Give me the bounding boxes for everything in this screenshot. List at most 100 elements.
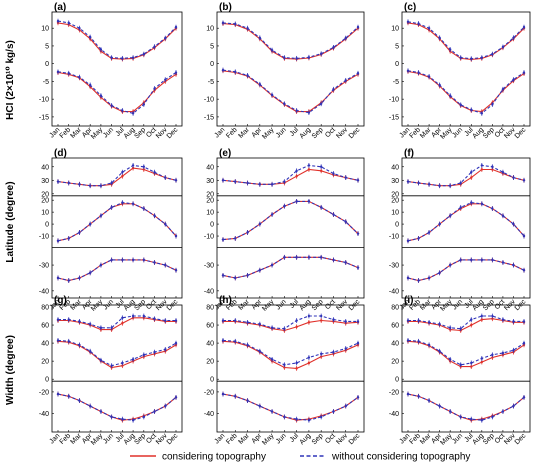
x-tick-label: Oct bbox=[324, 126, 337, 139]
data-point-dashed bbox=[283, 363, 286, 366]
data-point-dashed bbox=[121, 201, 124, 204]
panel-label: (i) bbox=[404, 295, 413, 306]
series-dashed-line bbox=[222, 339, 359, 366]
data-point-dashed bbox=[270, 183, 274, 186]
data-point-dashed bbox=[406, 69, 410, 72]
series-dashed-line bbox=[407, 21, 525, 60]
data-point-dashed bbox=[417, 279, 420, 282]
plot-frame bbox=[51, 11, 183, 127]
series-solid-line bbox=[223, 319, 359, 332]
panel-label: (f) bbox=[404, 148, 414, 159]
data-point-dashed bbox=[319, 314, 323, 318]
plot-frame bbox=[401, 157, 531, 299]
data-point-dashed bbox=[307, 356, 311, 359]
data-point-dashed bbox=[427, 183, 431, 186]
data-point-dashed bbox=[164, 404, 167, 408]
data-point-dashed bbox=[438, 36, 441, 39]
data-point-dashed bbox=[88, 404, 92, 408]
data-point-dashed bbox=[234, 395, 237, 398]
data-point-dashed bbox=[295, 361, 298, 365]
series-solid-line bbox=[407, 393, 525, 421]
data-point-dashed bbox=[270, 93, 274, 97]
data-point-dashed bbox=[67, 395, 70, 398]
series-dashed-line bbox=[57, 202, 177, 242]
series-dashed-line bbox=[407, 259, 525, 282]
x-tick-label: Feb bbox=[225, 432, 239, 446]
data-point-dashed bbox=[142, 207, 146, 210]
y-tick-label: -15 bbox=[389, 114, 399, 121]
data-point-dashed bbox=[459, 103, 462, 107]
data-point-dashed bbox=[121, 109, 124, 112]
y-tick-label: -10 bbox=[204, 97, 214, 104]
x-tick-label: Jan bbox=[213, 126, 226, 139]
data-point-dashed bbox=[88, 222, 92, 226]
data-point-dashed bbox=[470, 258, 473, 262]
data-point-solid bbox=[319, 169, 323, 173]
data-point-dashed bbox=[307, 200, 311, 203]
data-point-dashed bbox=[448, 214, 452, 217]
data-point-dashed bbox=[88, 35, 92, 39]
x-tick-label: Jul bbox=[289, 432, 301, 444]
data-point-dashed bbox=[164, 78, 167, 81]
series-solid-line bbox=[222, 393, 359, 421]
data-point-dashed bbox=[438, 322, 441, 326]
data-point-dashed bbox=[221, 238, 225, 241]
data-point-dashed bbox=[221, 68, 225, 72]
y-tick-label: 0 bbox=[210, 61, 214, 68]
y-tick-label: 20 bbox=[391, 359, 399, 366]
data-point-solid bbox=[121, 175, 124, 178]
data-point-dashed bbox=[448, 358, 452, 361]
y-tick-label: -40 bbox=[204, 411, 214, 418]
series-dashed-line bbox=[407, 164, 525, 187]
y-tick-label: 10 bbox=[391, 26, 399, 33]
data-point-dashed bbox=[501, 261, 505, 264]
x-tick-label: May bbox=[261, 298, 276, 313]
series-solid-line bbox=[407, 203, 525, 242]
data-point-dashed bbox=[406, 20, 410, 24]
data-point-dashed bbox=[283, 204, 286, 208]
y-tick-label: -10 bbox=[39, 97, 49, 104]
series-dashed-line bbox=[407, 202, 525, 242]
plot-frame bbox=[216, 304, 365, 433]
data-point-dashed bbox=[470, 201, 473, 204]
legend: considering topography without consideri… bbox=[130, 452, 470, 463]
y-tick-label: -40 bbox=[389, 411, 399, 418]
data-point-solid bbox=[142, 168, 146, 171]
data-point-dashed bbox=[448, 48, 452, 51]
x-tick-label: Feb bbox=[225, 126, 239, 140]
data-point-dashed bbox=[164, 176, 167, 179]
x-tick-label: Aug bbox=[299, 432, 313, 446]
series-dashed-line bbox=[57, 339, 177, 367]
series-dashed-line bbox=[58, 315, 176, 329]
y-tick-label: 60 bbox=[41, 323, 49, 330]
data-point-solid bbox=[131, 166, 135, 170]
data-point-dashed bbox=[56, 70, 60, 74]
data-point-dashed bbox=[99, 359, 103, 362]
x-tick-label: Jul bbox=[115, 126, 127, 138]
x-tick-label: Jul bbox=[115, 432, 127, 444]
data-point-dashed bbox=[406, 392, 410, 396]
data-point-dashed bbox=[459, 181, 462, 185]
series-solid-line bbox=[222, 256, 359, 279]
data-point-dashed bbox=[174, 319, 178, 322]
data-point-dashed bbox=[295, 169, 298, 173]
x-tick-label: Nov bbox=[335, 126, 349, 140]
panel-label: (d) bbox=[54, 148, 67, 159]
data-point-dashed bbox=[110, 326, 113, 329]
data-point-dashed bbox=[221, 392, 225, 396]
data-point-dashed bbox=[221, 339, 225, 342]
data-point-dashed bbox=[427, 231, 431, 234]
panel-label: (h) bbox=[219, 295, 232, 306]
data-point-dashed bbox=[270, 326, 274, 329]
data-point-dashed bbox=[491, 353, 494, 357]
data-point-dashed bbox=[501, 410, 505, 413]
data-point-dashed bbox=[142, 52, 146, 56]
data-point-dashed bbox=[491, 207, 494, 210]
data-point-dashed bbox=[283, 180, 286, 183]
data-point-dashed bbox=[56, 339, 60, 342]
data-point-dashed bbox=[164, 263, 167, 267]
data-point-dashed bbox=[356, 179, 360, 182]
legend-dashed-label: without considering topography bbox=[331, 452, 470, 463]
data-point-dashed bbox=[246, 231, 249, 234]
